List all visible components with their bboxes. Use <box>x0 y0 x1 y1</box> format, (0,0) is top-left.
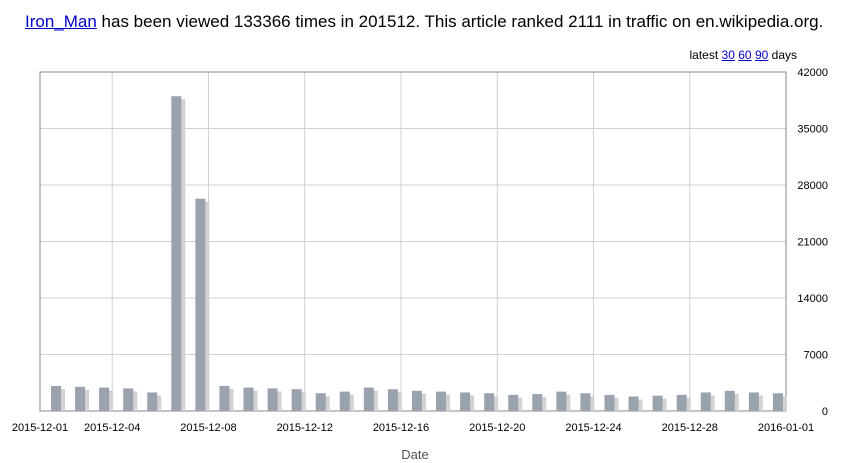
bar <box>724 390 735 411</box>
view-count: 133366 <box>233 12 291 31</box>
y-tick-label: 0 <box>822 406 828 418</box>
range-selector: latest 30 60 90 days <box>690 48 798 62</box>
bar <box>99 387 110 411</box>
bar <box>700 392 711 411</box>
bar <box>51 385 61 411</box>
range-prefix: latest <box>689 48 719 62</box>
x-tick-label: 2015-12-12 <box>277 422 333 434</box>
y-tick-label: 14000 <box>797 293 828 305</box>
page-headline: Iron_Man has been viewed 133366 times in… <box>25 12 823 32</box>
bar <box>147 392 158 411</box>
bar <box>508 394 519 411</box>
bar <box>315 393 326 411</box>
x-axis-ticks: 2015-12-01 2015-12-04 2015-12-08 2015-12-12… <box>12 422 814 434</box>
article-link[interactable]: Iron_Man <box>25 12 97 31</box>
headline-text-2: times in <box>290 12 359 31</box>
bar <box>628 396 639 411</box>
y-tick-label: 35000 <box>797 124 828 136</box>
bar <box>580 393 591 411</box>
bar <box>195 198 206 411</box>
bar <box>171 96 182 411</box>
bar <box>339 391 350 411</box>
chart-grid <box>39 71 787 412</box>
bar <box>123 388 134 411</box>
x-tick-label: 2015-12-01 <box>12 422 68 434</box>
range-option-30[interactable]: 30 <box>721 48 735 62</box>
range-option-90[interactable]: 90 <box>754 48 769 62</box>
y-tick-label: 7000 <box>804 350 828 362</box>
bar <box>436 391 447 411</box>
bar <box>652 395 663 411</box>
x-tick-label: 2015-12-24 <box>565 422 621 434</box>
headline-text-1: has been viewed <box>96 12 234 31</box>
y-tick-label: 21000 <box>797 237 828 249</box>
bar-series <box>51 96 787 411</box>
bar <box>772 393 783 411</box>
bar <box>387 389 398 411</box>
range-option-60[interactable]: 60 <box>738 48 752 62</box>
x-tick-label: 2015-12-28 <box>662 422 718 434</box>
x-tick-label: 2016-01-01 <box>758 422 814 434</box>
bar <box>748 392 759 411</box>
bar <box>604 394 615 411</box>
headline-text-3: . This article ranked <box>415 12 569 31</box>
bar <box>291 389 302 411</box>
bar <box>532 394 543 411</box>
bar <box>75 386 86 411</box>
y-tick-label: 42000 <box>797 67 828 79</box>
x-tick-label: 2015-12-08 <box>180 422 236 434</box>
bar <box>460 392 471 411</box>
bar <box>243 387 254 411</box>
x-tick-label: 2015-12-20 <box>469 422 525 434</box>
bar <box>556 391 567 411</box>
range-suffix: days <box>771 48 797 62</box>
y-axis-ticks: 0 7000 14000 21000 28000 35000 42000 <box>797 67 828 418</box>
rank-value: 2111 <box>568 12 604 31</box>
x-axis-label: Date <box>401 447 428 462</box>
bar <box>484 393 495 411</box>
y-tick-label: 28000 <box>797 180 828 192</box>
period-value: 201512 <box>358 12 416 31</box>
bar <box>411 390 422 411</box>
headline-text-4: in traffic on en.wikipedia.org. <box>603 12 824 31</box>
bar <box>267 388 278 411</box>
bar <box>219 385 230 411</box>
x-tick-label: 2015-12-16 <box>373 422 429 434</box>
bar <box>676 394 687 411</box>
bar <box>363 387 374 411</box>
x-tick-label: 2015-12-04 <box>84 422 140 434</box>
